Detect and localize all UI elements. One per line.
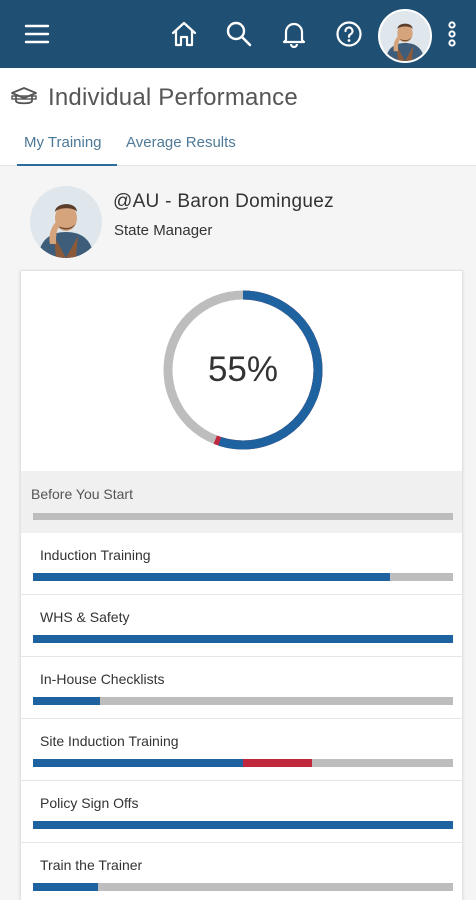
section-before-you-start[interactable]: Before You Start xyxy=(21,471,462,533)
help-icon[interactable] xyxy=(329,14,369,54)
active-tab-indicator xyxy=(17,164,117,166)
module-label: WHS & Safety xyxy=(40,609,130,625)
module-progress-bar xyxy=(33,573,453,581)
home-icon[interactable] xyxy=(164,14,204,54)
module-progress-failed xyxy=(243,759,312,767)
section-progress-bar xyxy=(33,513,453,520)
module-label: Induction Training xyxy=(40,547,151,563)
page-header: Individual Performance My Training Avera… xyxy=(0,68,476,166)
module-row[interactable]: WHS & Safety xyxy=(21,595,462,657)
module-row[interactable]: In-House Checklists xyxy=(21,657,462,719)
module-progress-bar xyxy=(33,697,453,705)
training-card: 55% Before You Start Induction Training W… xyxy=(20,270,463,900)
module-label: In-House Checklists xyxy=(40,671,165,687)
menu-icon[interactable] xyxy=(17,14,57,54)
bell-icon[interactable] xyxy=(274,14,314,54)
progress-percent: 55% xyxy=(207,350,279,389)
progress-donut: 55% xyxy=(161,288,325,452)
module-progress-bar xyxy=(33,821,453,829)
profile-name: @AU - Baron Dominguez xyxy=(113,191,334,212)
module-progress-complete xyxy=(33,821,453,829)
section-label: Before You Start xyxy=(31,486,133,502)
tab-my-training[interactable]: My Training xyxy=(24,134,102,151)
module-row[interactable]: Induction Training xyxy=(21,533,462,595)
module-label: Site Induction Training xyxy=(40,733,179,749)
donut-complete-arc xyxy=(163,290,323,450)
cap-icon xyxy=(10,85,38,112)
module-row[interactable]: Site Induction Training xyxy=(21,719,462,781)
app-bar xyxy=(0,0,476,68)
module-row[interactable]: Train the Trainer xyxy=(21,843,462,900)
module-label: Train the Trainer xyxy=(40,857,143,873)
module-progress-complete xyxy=(33,635,453,643)
search-icon[interactable] xyxy=(219,14,259,54)
tab-average-results[interactable]: Average Results xyxy=(126,134,236,151)
module-label: Policy Sign Offs xyxy=(40,795,139,811)
module-progress-bar xyxy=(33,759,453,767)
page-title: Individual Performance xyxy=(48,84,298,111)
profile-avatar xyxy=(30,186,102,258)
page-title-row: Individual Performance xyxy=(10,83,298,113)
module-progress-bar xyxy=(33,883,453,891)
module-progress-complete xyxy=(33,697,100,705)
module-progress-bar xyxy=(33,635,453,643)
module-progress-complete xyxy=(33,759,243,767)
profile-header: @AU - Baron Dominguez State Manager xyxy=(0,166,476,270)
more-vertical-icon[interactable] xyxy=(434,14,470,54)
module-progress-complete xyxy=(33,573,390,581)
profile-role: State Manager xyxy=(114,222,213,239)
module-row[interactable]: Policy Sign Offs xyxy=(21,781,462,843)
avatar[interactable] xyxy=(378,9,432,63)
module-progress-complete xyxy=(33,883,98,891)
